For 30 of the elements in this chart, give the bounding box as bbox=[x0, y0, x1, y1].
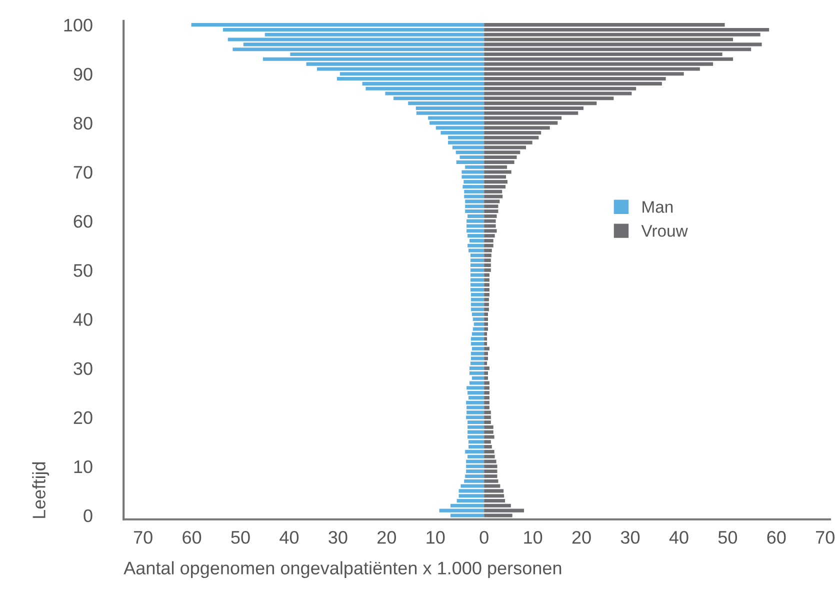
x-tick-label: 40 bbox=[280, 530, 299, 544]
legend-label: Vrouw bbox=[641, 225, 688, 237]
x-tick-label: 30 bbox=[328, 530, 348, 544]
y-tick-label: 70 bbox=[74, 166, 92, 179]
y-tick-label: 60 bbox=[74, 215, 92, 228]
x-tick-label: 20 bbox=[572, 530, 591, 544]
y-axis-title: Leeftijd bbox=[32, 462, 50, 518]
x-tick-label: 10 bbox=[426, 530, 445, 544]
x-tick-label: 60 bbox=[182, 530, 202, 544]
y-tick-label: 30 bbox=[74, 362, 92, 375]
x-tick-label: 70 bbox=[816, 530, 834, 544]
x-tick-label: 60 bbox=[767, 530, 786, 544]
x-axis-title: Aantal opgenomen ongevalpatiënten x 1.000 personen bbox=[124, 561, 562, 578]
y-tick-label: 0 bbox=[84, 509, 92, 522]
x-tick-label: 50 bbox=[718, 530, 738, 544]
y-tick-label: 100 bbox=[64, 18, 92, 32]
legend-label: Man bbox=[642, 201, 673, 213]
y-tick-label: 40 bbox=[73, 313, 92, 326]
x-tick-label: 20 bbox=[378, 530, 396, 544]
x-tick-label: 40 bbox=[669, 530, 688, 544]
y-tick-label: 10 bbox=[74, 460, 92, 474]
x-tick-label: 10 bbox=[524, 530, 542, 544]
x-tick-label: 30 bbox=[620, 530, 640, 544]
y-tick-label: 80 bbox=[74, 116, 92, 130]
y-tick-label: 90 bbox=[74, 68, 92, 81]
x-tick-label: 50 bbox=[231, 530, 250, 544]
x-tick-label: 70 bbox=[134, 530, 152, 544]
x-tick-label: 0 bbox=[480, 530, 488, 544]
y-tick-label: 20 bbox=[74, 411, 92, 424]
y-tick-label: 50 bbox=[74, 264, 92, 277]
